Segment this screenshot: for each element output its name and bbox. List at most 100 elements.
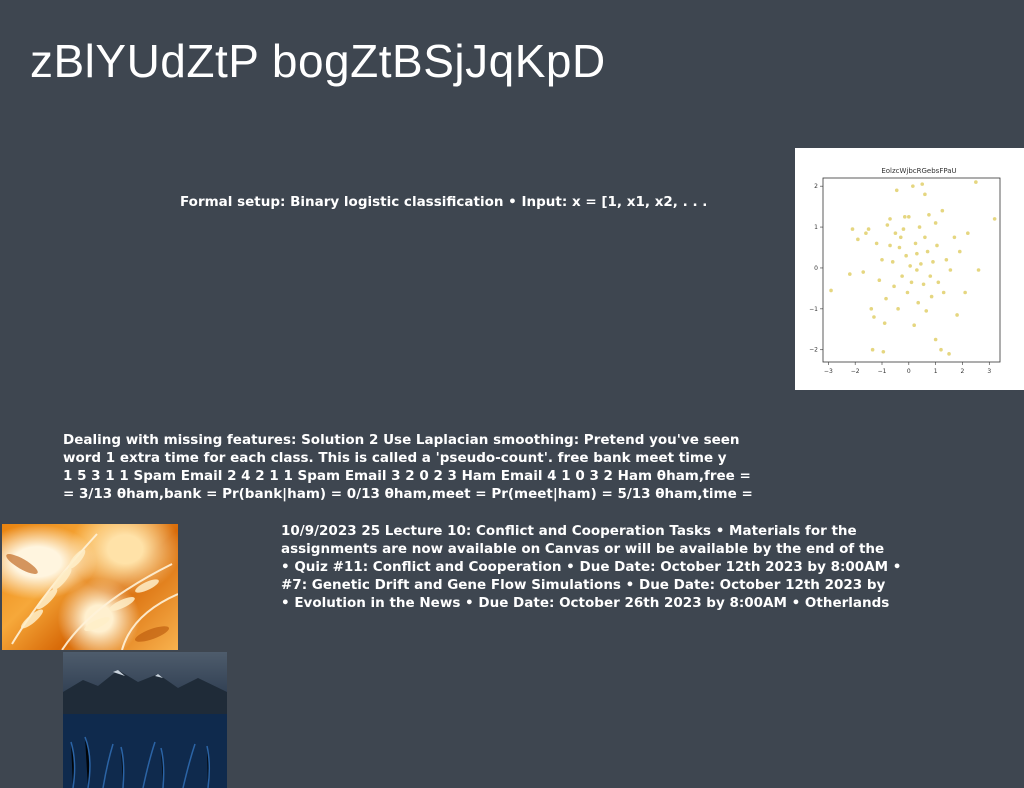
x-tick-label: 1	[934, 368, 938, 375]
scatter-point	[902, 215, 907, 219]
scatter-point	[947, 352, 951, 356]
scatter-point	[948, 268, 953, 272]
text-line: • Evolution in the News • Due Date: Octo…	[281, 595, 890, 611]
scatter-point	[917, 225, 922, 229]
scatter-point	[939, 347, 943, 352]
y-tick-label: −2	[809, 347, 818, 354]
scatter-point	[864, 231, 868, 235]
scatter-point	[928, 274, 933, 278]
scatter-point	[905, 290, 910, 295]
scatter-point	[992, 217, 997, 221]
scatter-point	[861, 270, 866, 274]
scatter-point	[913, 241, 918, 246]
scatter-point	[848, 272, 852, 276]
scatter-point	[927, 213, 931, 217]
x-tick-label: −2	[851, 368, 860, 375]
scatter-svg: EolzcWjbcRGebsFPaU −3 −2 −1 0 1 2 3 −2 −1 0 1 2	[809, 167, 1001, 375]
lake-art	[63, 670, 227, 788]
x-tick-label: 3	[987, 368, 991, 375]
scatter-point	[877, 278, 882, 283]
x-tick-label: −1	[878, 368, 887, 375]
lecture-text: 10/9/2023 25 Lecture 10: Conflict and Co…	[281, 522, 981, 612]
scatter-point	[881, 349, 886, 354]
text-line: Dealing with missing features: Solution …	[63, 432, 740, 448]
scatter-point	[874, 241, 879, 246]
scatter-point	[898, 235, 903, 240]
scatter-point	[915, 268, 919, 272]
scatter-point	[936, 280, 941, 285]
scatter-point	[919, 262, 923, 266]
scatter-point	[894, 188, 899, 193]
text-line: assignments are now available on Canvas …	[281, 541, 885, 557]
fern-photo	[2, 524, 178, 650]
scatter-point	[882, 321, 887, 325]
scatter-point	[888, 217, 892, 221]
x-tick-label: −3	[824, 368, 833, 375]
scatter-point	[907, 215, 911, 219]
scatter-point	[931, 260, 935, 264]
scatter-point	[897, 245, 902, 250]
plot-frame	[822, 177, 1001, 363]
text-line: 1 5 3 1 1 Spam Email 2 4 2 1 1 Spam Emai…	[63, 468, 751, 484]
missing-features-text: Dealing with missing features: Solution …	[63, 431, 793, 503]
scatter-point	[941, 290, 946, 295]
scatter-point	[916, 300, 921, 305]
scatter-point	[885, 223, 890, 227]
chart-title: EolzcWjbcRGebsFPaU	[881, 167, 956, 175]
scatter-point	[923, 235, 927, 240]
scatter-point	[866, 227, 871, 231]
formal-setup-text: Formal setup: Binary logistic classifica…	[180, 194, 708, 210]
scatter-point	[912, 323, 916, 327]
scatter-point	[920, 182, 925, 186]
scatter-point	[925, 249, 930, 254]
scatter-point	[884, 296, 888, 301]
scatter-point	[915, 251, 919, 256]
scatter-point	[896, 307, 900, 311]
scatter-point	[909, 280, 914, 285]
scatter-point	[904, 253, 908, 258]
scatter-point	[870, 347, 875, 352]
scatter-point	[888, 243, 892, 248]
y-tick-label: −1	[809, 306, 818, 313]
scatter-point	[955, 313, 959, 317]
scatter-point	[880, 257, 884, 262]
scatter-point	[850, 227, 855, 231]
scatter-point	[911, 184, 915, 188]
lake-photo	[63, 652, 227, 788]
scatter-point	[966, 231, 970, 235]
scatter-point	[901, 227, 906, 231]
text-line: 10/9/2023 25 Lecture 10: Conflict and Co…	[281, 523, 857, 539]
x-tick-label: 0	[907, 368, 911, 375]
scatter-point	[974, 180, 978, 184]
scatter-point	[892, 284, 896, 289]
scatter-point	[933, 337, 938, 342]
scatter-point	[924, 309, 929, 313]
fern-art	[6, 533, 178, 650]
scatter-point	[976, 268, 981, 272]
scatter-point	[869, 307, 874, 311]
scatter-point	[856, 237, 860, 242]
y-tick-label: 0	[814, 265, 818, 272]
text-line: word 1 extra time for each class. This i…	[63, 450, 727, 466]
y-tick-label: 1	[814, 224, 818, 231]
page-title: zBlYUdZtP bogZtBSjJqKpD	[30, 35, 606, 87]
scatter-point	[933, 221, 938, 225]
scatter-point	[900, 274, 904, 278]
scatter-point	[957, 249, 962, 254]
scatter-point	[923, 192, 927, 197]
y-tick-label: 2	[814, 183, 818, 190]
x-tick-label: 2	[961, 368, 965, 375]
scatter-point	[944, 257, 949, 262]
scatter-point	[893, 231, 898, 235]
text-line: = 3/13 θham,bank = Pr(bank|ham) = 0/13 θ…	[63, 486, 753, 502]
scatter-point	[908, 264, 912, 268]
scatter-point	[940, 208, 945, 213]
text-line: #7: Genetic Drift and Gene Flow Simulati…	[281, 577, 886, 593]
scatter-point	[952, 235, 957, 240]
scatter-point	[963, 290, 967, 295]
scatter-point	[935, 243, 939, 248]
text-line: • Quiz #11: Conflict and Cooperation • D…	[281, 559, 902, 575]
scatter-point	[890, 260, 895, 264]
scatter-plot: EolzcWjbcRGebsFPaU −3 −2 −1 0 1 2 3 −2 −1 0 1 2	[795, 148, 1024, 390]
scatter-point	[872, 315, 876, 319]
